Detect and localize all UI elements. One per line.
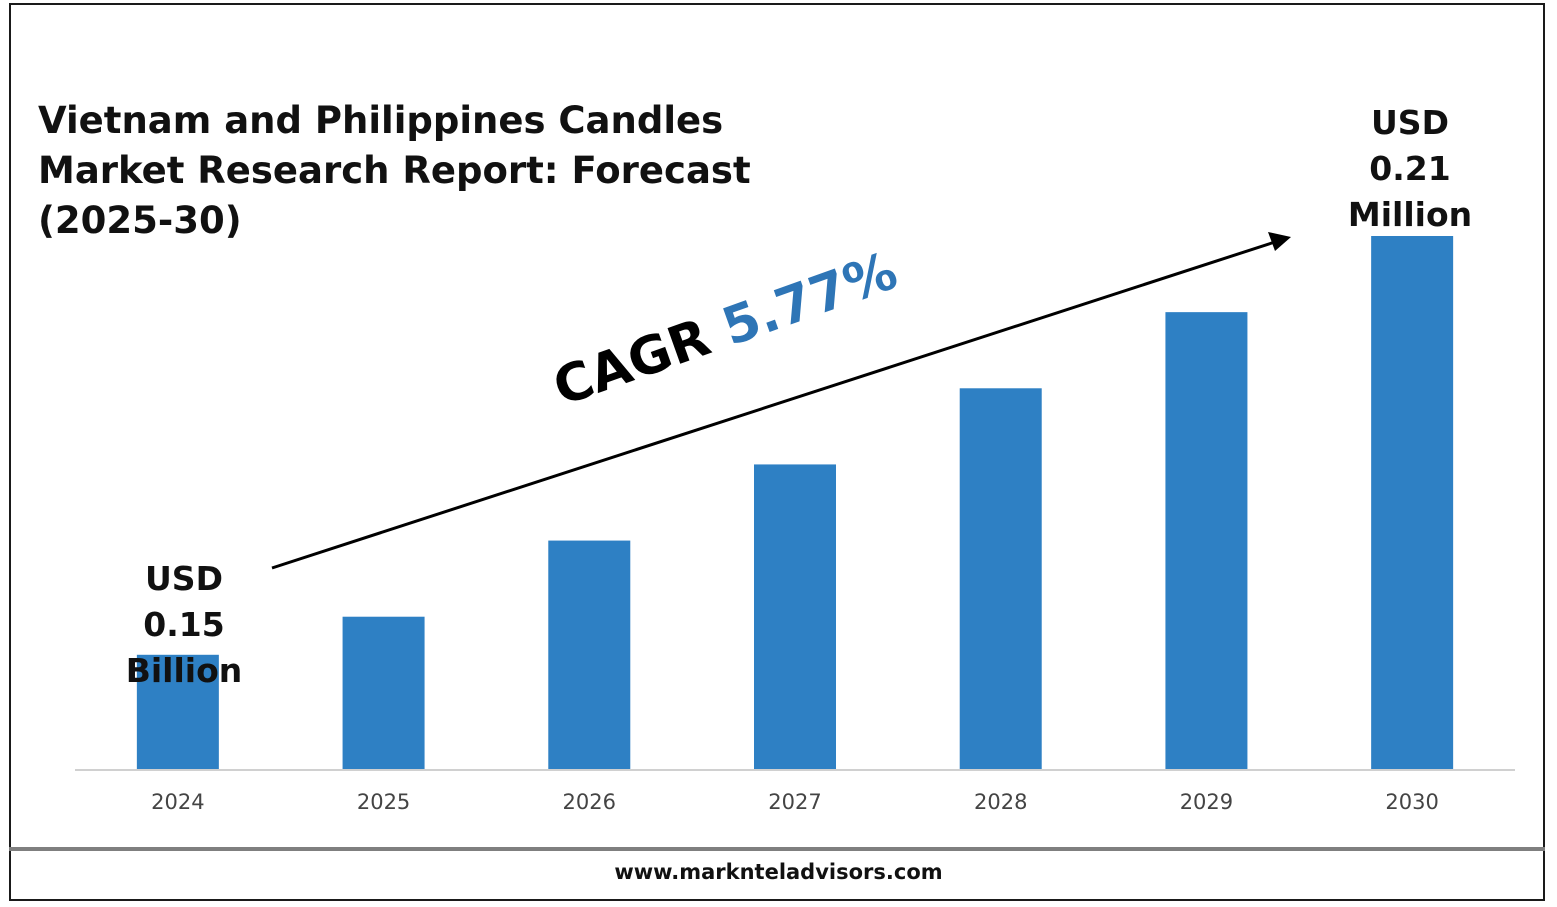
start-value-number: 0.15 (143, 605, 225, 644)
x-tick-2029: 2029 (1180, 790, 1233, 814)
start-value-currency: USD (145, 559, 223, 598)
footer-url: www.marknteladvisors.com (614, 860, 943, 884)
bar-2025 (342, 616, 425, 769)
bars-group (136, 236, 1454, 769)
chart-title: Vietnam and Philippines Candles Market R… (38, 99, 751, 242)
bar-2027 (754, 464, 836, 769)
footer-divider (9, 847, 1545, 851)
bar-2029 (1165, 312, 1248, 769)
bar-2030 (1371, 236, 1454, 769)
x-tick-2024: 2024 (151, 790, 204, 814)
x-tick-2025: 2025 (357, 790, 410, 814)
end-value-number: 0.21 (1369, 149, 1451, 188)
start-value-label: USD 0.15 Billion (114, 556, 254, 694)
start-value-unit: Billion (125, 651, 243, 690)
trend-arrow (271, 232, 1291, 570)
end-value-currency: USD (1371, 103, 1449, 142)
bar-2028 (959, 388, 1042, 769)
bar-2026 (548, 540, 631, 769)
x-tick-labels: 2024 2025 2026 2027 2028 2029 2030 (151, 790, 1439, 814)
x-tick-2027: 2027 (768, 790, 821, 814)
end-value-unit: Million (1347, 195, 1473, 234)
bar-2024 (136, 654, 219, 769)
end-value-label: USD 0.21 Million (1340, 100, 1480, 238)
x-tick-2026: 2026 (563, 790, 616, 814)
x-tick-2030: 2030 (1385, 790, 1438, 814)
x-tick-2028: 2028 (974, 790, 1027, 814)
